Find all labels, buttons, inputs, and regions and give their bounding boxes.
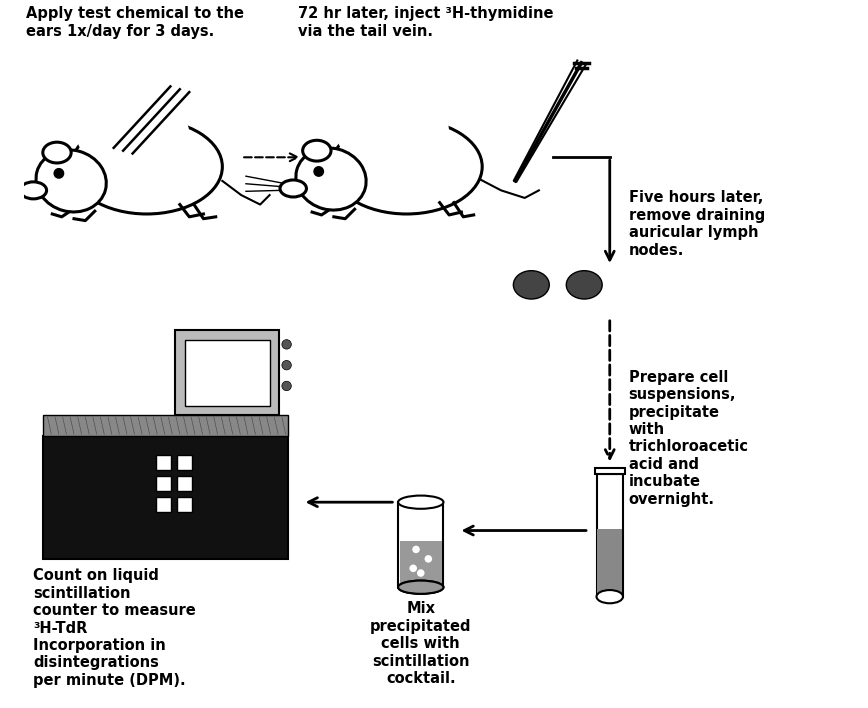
Bar [177, 455, 192, 470]
Ellipse shape [596, 590, 623, 603]
Circle shape [412, 546, 420, 553]
Bar [398, 502, 444, 587]
Circle shape [410, 564, 417, 572]
Text: Apply test chemical to the
ears 1x/day for 3 days.: Apply test chemical to the ears 1x/day f… [26, 6, 244, 38]
Circle shape [54, 169, 63, 178]
Ellipse shape [398, 496, 444, 509]
Bar [597, 529, 622, 597]
Ellipse shape [336, 93, 449, 171]
Circle shape [282, 360, 292, 370]
Bar [185, 340, 270, 406]
Text: Five hours later,
remove draining
auricular lymph
nodes.: Five hours later, remove draining auricu… [628, 190, 765, 258]
Ellipse shape [296, 148, 366, 210]
Bar [596, 474, 623, 597]
Bar [156, 476, 171, 491]
Circle shape [424, 555, 432, 563]
Bar [43, 416, 288, 436]
Ellipse shape [303, 140, 331, 161]
Ellipse shape [398, 581, 444, 594]
Bar [177, 476, 192, 491]
Bar [156, 455, 171, 470]
Text: Mix
precipitated
cells with
scintillation
cocktail.: Mix precipitated cells with scintillatio… [370, 601, 471, 686]
Bar [400, 541, 442, 587]
Circle shape [282, 340, 292, 349]
Ellipse shape [76, 96, 189, 171]
Circle shape [314, 167, 324, 176]
Ellipse shape [280, 180, 306, 197]
Bar [156, 496, 171, 512]
Text: Count on liquid
scintillation
counter to measure
³H-TdR
Incorporation in
disinte: Count on liquid scintillation counter to… [33, 569, 196, 687]
Ellipse shape [20, 182, 47, 199]
Text: 72 hr later, inject ³H-thymidine
via the tail vein.: 72 hr later, inject ³H-thymidine via the… [298, 6, 554, 38]
Ellipse shape [566, 270, 602, 299]
Text: Prepare cell
suspensions,
precipitate
with
trichloroacetic
acid and
incubate
ove: Prepare cell suspensions, precipitate wi… [628, 370, 748, 507]
Bar [175, 330, 279, 416]
Ellipse shape [43, 142, 71, 163]
Bar [43, 436, 288, 559]
Ellipse shape [36, 150, 106, 212]
Bar [177, 496, 192, 512]
Circle shape [417, 569, 424, 577]
Ellipse shape [398, 581, 444, 594]
Ellipse shape [331, 120, 483, 214]
Bar [595, 468, 625, 474]
Ellipse shape [513, 270, 549, 299]
Ellipse shape [71, 120, 222, 214]
Circle shape [282, 381, 292, 391]
